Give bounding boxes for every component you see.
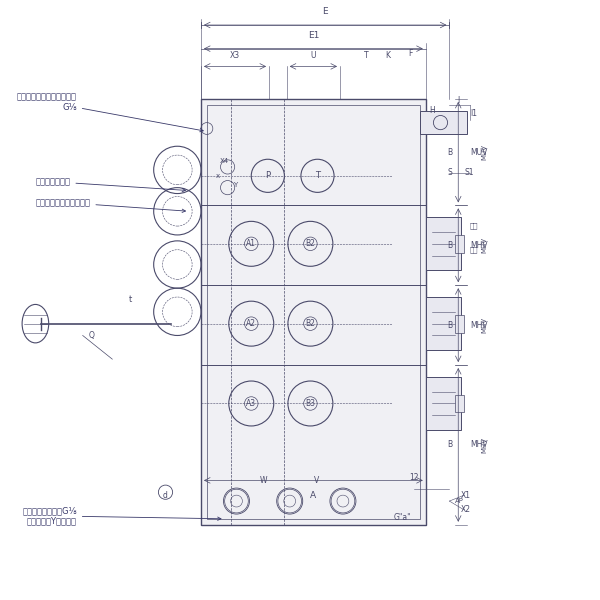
Text: K: K	[385, 52, 390, 61]
Text: x: x	[215, 173, 220, 179]
Text: B3: B3	[305, 399, 316, 408]
Bar	[455, 315, 464, 332]
Text: X4: X4	[220, 158, 229, 164]
Text: MUV: MUV	[482, 144, 488, 160]
Text: 振分: 振分	[470, 223, 479, 229]
Bar	[420, 111, 467, 134]
Text: E1: E1	[308, 31, 319, 40]
Text: X2: X2	[461, 505, 471, 514]
Bar	[455, 235, 464, 253]
Text: T: T	[364, 52, 369, 61]
Bar	[426, 377, 461, 430]
Text: Q: Q	[89, 331, 95, 340]
Text: B2: B2	[305, 319, 316, 328]
Text: MHV: MHV	[470, 440, 488, 449]
Text: A3: A3	[246, 399, 256, 408]
Text: 12: 12	[409, 473, 419, 482]
Text: B: B	[447, 148, 452, 157]
Text: B: B	[447, 241, 452, 250]
Text: MHV: MHV	[482, 317, 488, 333]
Text: d: d	[163, 491, 168, 500]
Text: B: B	[447, 320, 452, 329]
Bar	[201, 99, 426, 525]
Text: 振分: 振分	[470, 247, 479, 253]
Text: P: P	[265, 172, 271, 181]
Text: パイロットポート（上面）
G⅛: パイロットポート（上面） G⅛	[17, 92, 203, 132]
Text: S: S	[448, 169, 452, 178]
Bar	[207, 105, 420, 519]
Text: MHV: MHV	[470, 320, 488, 329]
Text: ねじ式圧力調整: ねじ式圧力調整	[35, 177, 185, 192]
Text: G"a": G"a"	[393, 513, 411, 522]
Bar	[426, 217, 461, 271]
Bar	[426, 297, 461, 350]
Text: F: F	[409, 49, 413, 58]
Text: T: T	[315, 172, 320, 181]
Text: I1: I1	[470, 109, 477, 118]
Text: パイロットポートG⅛
（裏面）（Yポート）: パイロットポートG⅛ （裏面）（Yポート）	[22, 506, 221, 526]
Bar	[455, 395, 464, 412]
Text: A1: A1	[246, 239, 256, 248]
Text: MHV: MHV	[470, 241, 488, 250]
Text: Y: Y	[233, 182, 238, 188]
Text: A2: A2	[246, 319, 256, 328]
Text: H: H	[429, 106, 434, 115]
Text: B2: B2	[305, 239, 316, 248]
Text: I: I	[457, 96, 460, 105]
Text: t: t	[128, 295, 131, 304]
Text: E: E	[322, 7, 328, 16]
Text: X1: X1	[461, 491, 471, 500]
Text: B: B	[447, 440, 452, 449]
Text: AP: AP	[455, 498, 464, 504]
Text: S1: S1	[464, 169, 473, 178]
Text: MUV: MUV	[470, 148, 487, 157]
Text: MHV: MHV	[482, 437, 488, 453]
Text: MHV: MHV	[482, 237, 488, 253]
Text: 最高圧力制限用止めねじ: 最高圧力制限用止めねじ	[35, 198, 185, 212]
Text: A: A	[310, 491, 316, 500]
Text: W: W	[259, 476, 267, 485]
Text: U: U	[311, 52, 316, 61]
Text: X3: X3	[230, 52, 240, 61]
Text: V: V	[314, 476, 319, 485]
